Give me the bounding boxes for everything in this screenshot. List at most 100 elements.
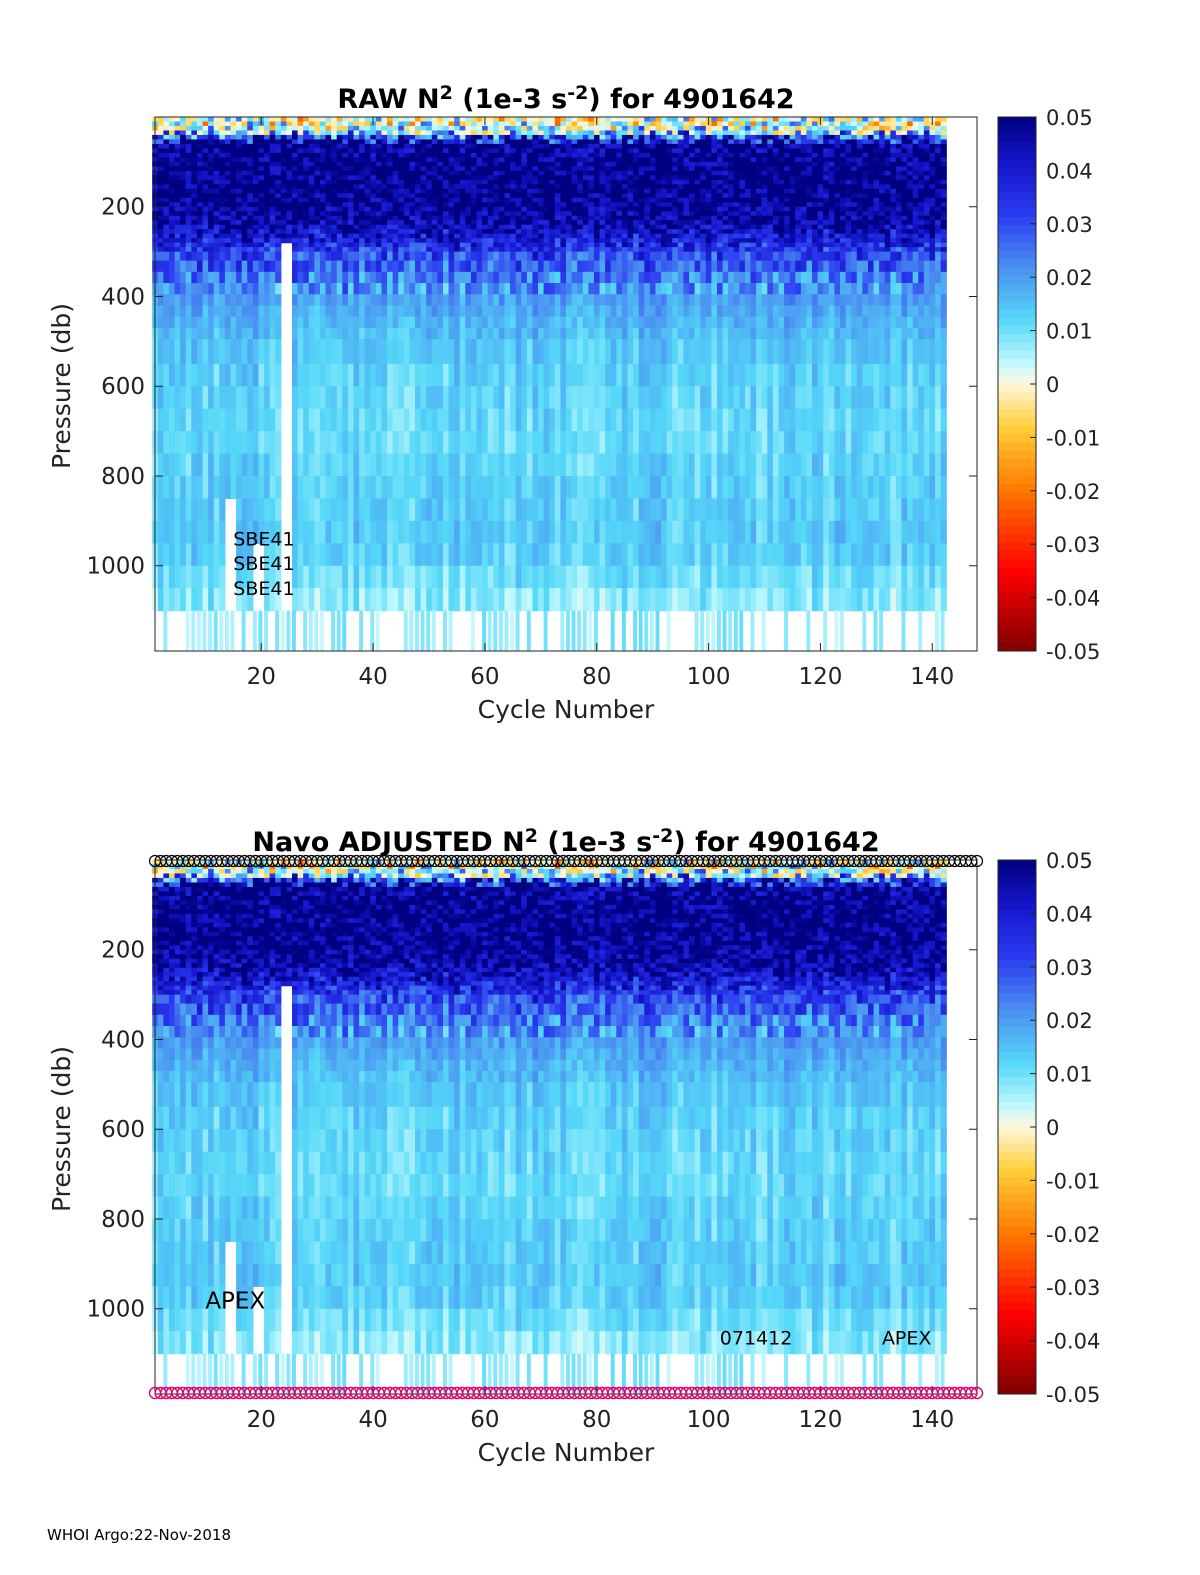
- heatmap-cell: [454, 197, 461, 203]
- heatmap-cell: [202, 294, 209, 307]
- heatmap-cell: [566, 453, 573, 477]
- heatmap-cell: [247, 130, 254, 136]
- heatmap-cell: [375, 242, 383, 248]
- heatmap-cell: [180, 130, 187, 136]
- heatmap-cell: [448, 157, 455, 163]
- heatmap-cell: [163, 117, 170, 123]
- heatmap-cell: [202, 431, 209, 455]
- heatmap-cell: [476, 305, 483, 318]
- heatmap-cell: [465, 453, 472, 477]
- heatmap-cell: [498, 175, 506, 181]
- heatmap-cell: [621, 251, 629, 262]
- heatmap-cell: [314, 543, 321, 567]
- heatmap-cell: [196, 197, 204, 203]
- heatmap-cell: [644, 588, 651, 612]
- heatmap-cell: [370, 588, 377, 612]
- heatmap-cell: [482, 238, 489, 244]
- heatmap-cell: [616, 339, 623, 365]
- heatmap-cell: [543, 271, 550, 284]
- heatmap-cell: [308, 305, 315, 318]
- heatmap-cell: [398, 179, 405, 185]
- heatmap-cell: [431, 121, 438, 127]
- heatmap-cell: [213, 215, 220, 221]
- heatmap-cell: [213, 157, 220, 163]
- heatmap-cell: [387, 238, 394, 244]
- heatmap-cell: [487, 588, 494, 612]
- heatmap-cell: [683, 170, 690, 176]
- heatmap-cell: [185, 431, 192, 455]
- heatmap-cell: [319, 327, 327, 340]
- heatmap-cell: [666, 117, 673, 123]
- heatmap-cell: [672, 170, 679, 176]
- heatmap-cell: [543, 170, 550, 176]
- heatmap-cell: [459, 206, 466, 212]
- heatmap-cell: [353, 588, 360, 612]
- heatmap-cell: [577, 316, 584, 329]
- heatmap-cell: [269, 305, 276, 318]
- heatmap-cell: [470, 139, 478, 145]
- heatmap-cell: [532, 238, 539, 244]
- heatmap-cell: [588, 305, 595, 318]
- heatmap-cell: [297, 215, 304, 221]
- heatmap-cell: [644, 283, 651, 295]
- heatmap-cell: [180, 139, 187, 145]
- heatmap-cell: [599, 475, 606, 500]
- heatmap-cell: [426, 520, 433, 544]
- heatmap-cell: [224, 197, 232, 203]
- heatmap-cell: [638, 157, 645, 163]
- heatmap-cell: [426, 139, 433, 145]
- heatmap-cell: [375, 498, 383, 522]
- heatmap-cell: [269, 242, 276, 248]
- heatmap-cell: [560, 179, 567, 185]
- heatmap-cell: [230, 148, 237, 154]
- heatmap-cell: [319, 238, 327, 244]
- heatmap-cell: [482, 139, 489, 145]
- heatmap-cell: [538, 251, 545, 262]
- heatmap-cell: [191, 386, 198, 410]
- heatmap-cell: [571, 363, 578, 387]
- heatmap-cell: [633, 363, 640, 387]
- heatmap-cell: [191, 316, 198, 329]
- heatmap-cell: [264, 316, 271, 329]
- heatmap-cell: [241, 211, 248, 217]
- heatmap-cell: [398, 339, 405, 365]
- heatmap-cell: [168, 475, 176, 500]
- heatmap-cell: [655, 271, 662, 284]
- heatmap-cell: [347, 134, 355, 141]
- heatmap-cell: [230, 220, 237, 226]
- heatmap-cell: [247, 327, 254, 340]
- heatmap-cell: [487, 206, 494, 212]
- heatmap-cell: [202, 202, 209, 208]
- heatmap-cell: [610, 327, 617, 340]
- heatmap-cell: [571, 161, 578, 167]
- heatmap-cell: [168, 327, 176, 340]
- heatmap-cell: [415, 121, 422, 127]
- heatmap-cell: [476, 363, 483, 387]
- heatmap-cell: [482, 260, 489, 273]
- heatmap-cell: [252, 134, 260, 141]
- heatmap-cell: [482, 166, 489, 172]
- heatmap-cell: [610, 143, 617, 150]
- heatmap-cell: [504, 184, 511, 190]
- heatmap-cell: [392, 175, 399, 181]
- heatmap-cell: [521, 453, 528, 477]
- heatmap-cell: [442, 117, 450, 123]
- heatmap-cell: [196, 117, 204, 123]
- heatmap-cell: [236, 498, 243, 522]
- heatmap-cell: [677, 327, 685, 340]
- heatmap-cell: [666, 121, 673, 127]
- heatmap-cell: [498, 211, 506, 217]
- heatmap-cell: [655, 157, 662, 163]
- heatmap-cell: [269, 211, 276, 217]
- heatmap-cell: [387, 206, 394, 212]
- heatmap-cell: [196, 229, 204, 235]
- heatmap-cell: [554, 229, 562, 235]
- heatmap-cell: [498, 238, 506, 244]
- heatmap-cell: [230, 130, 237, 136]
- heatmap-cell: [627, 520, 634, 544]
- heatmap-cell: [168, 305, 176, 318]
- heatmap-cell: [252, 125, 260, 132]
- heatmap-cell: [582, 143, 589, 150]
- heatmap-cell: [185, 588, 192, 612]
- heatmap-cell: [303, 143, 310, 150]
